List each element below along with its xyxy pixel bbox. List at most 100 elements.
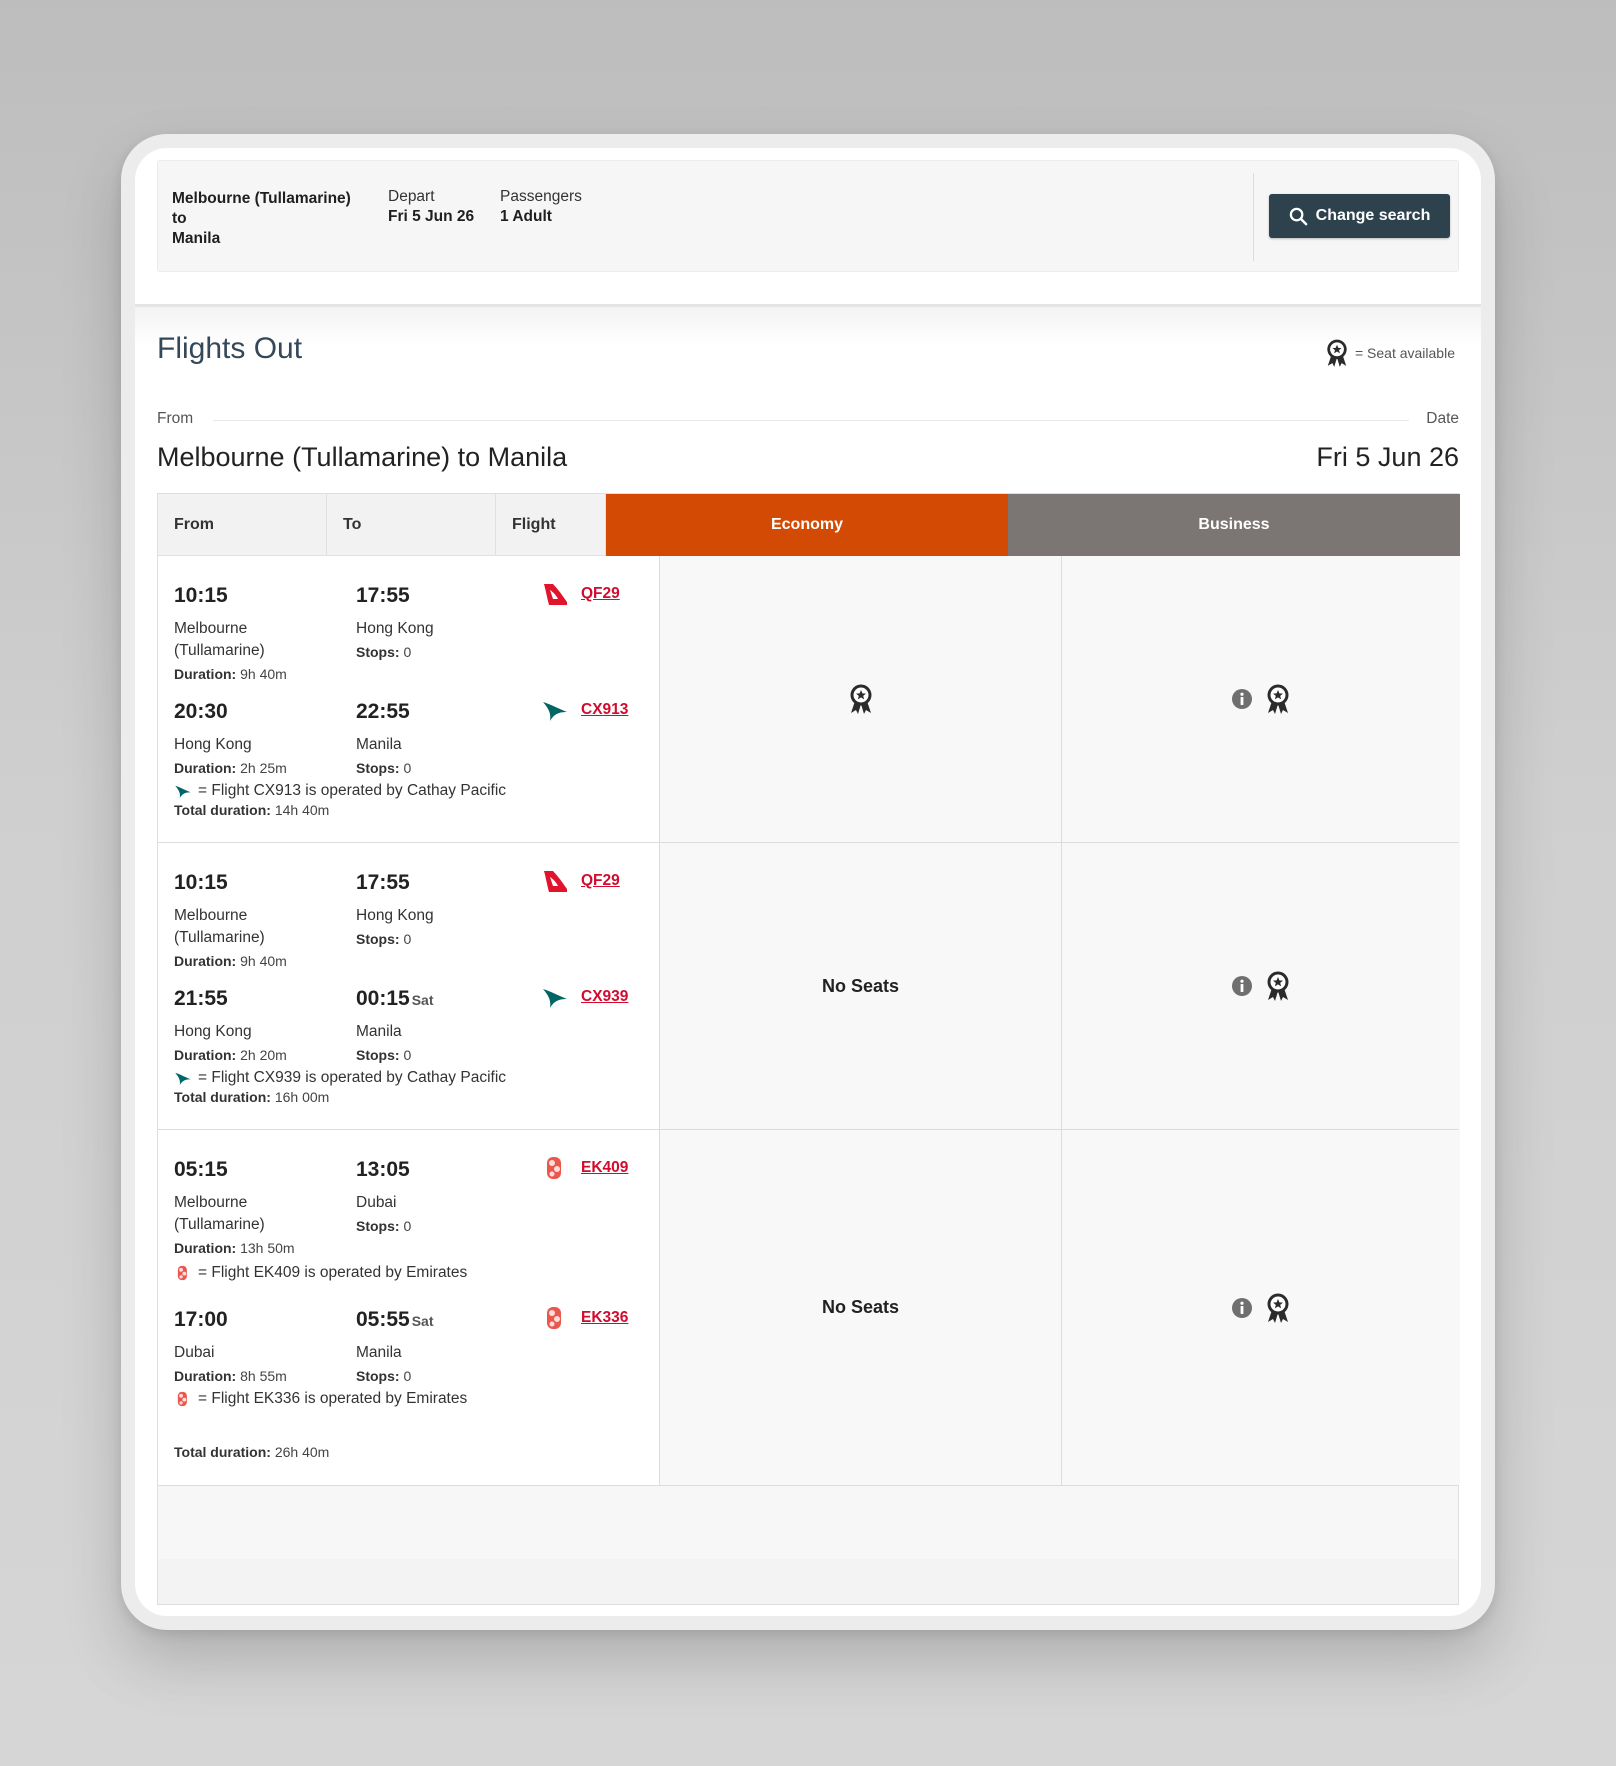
flight-number[interactable]: EK409 [581,1159,629,1176]
flight-link-ek336[interactable]: EK336 [541,1304,628,1332]
screen: Melbourne (Tullamarine) to Manila Depart… [135,148,1481,1616]
arrival-place: Manila [356,1344,402,1361]
segment-duration: Duration: 9h 40m [174,953,287,969]
operated-by-note: = Flight CX939 is operated by Cathay Pac… [174,1069,506,1087]
segment-stops: Stops: 0 [356,931,412,947]
segment-stops: Stops: 0 [356,1218,412,1234]
segment-stops: Stops: 0 [356,1047,412,1063]
arrival-time: 17:55 [356,584,410,607]
award-seat-icon[interactable] [848,683,874,715]
arrival-place: Dubai [356,1194,397,1211]
arrival-place: Hong Kong [356,907,434,924]
departure-place: Hong Kong [174,1023,252,1040]
flight-number[interactable]: CX913 [581,701,629,718]
flight-link-cx913[interactable]: CX913 [541,696,628,724]
change-search-label: Change search [1315,207,1431,224]
economy-cell: No Seats [660,843,1062,1129]
column-header-economy: Economy [606,494,1008,556]
award-seat-icon[interactable] [1265,1292,1291,1324]
flight-link-qf29[interactable]: QF29 [541,867,620,895]
business-cell[interactable] [1062,1130,1460,1485]
emirates-logo-icon [541,1304,569,1332]
cathay-logo-icon [541,983,569,1011]
cathay-logo-icon [174,1069,192,1087]
from-label: From [157,410,194,427]
table-row: 10:15 Melbourne (Tullamarine) Duration: … [158,556,1460,843]
info-icon[interactable] [1231,1297,1253,1319]
cathay-logo-icon [541,696,569,724]
award-seat-icon[interactable] [1265,970,1291,1002]
departure-time: 10:15 [174,871,228,894]
segment-duration: Duration: 9h 40m [174,666,287,682]
arrival-time: 05:55 Sat [356,1308,434,1331]
flight-number[interactable]: EK336 [581,1309,629,1326]
departure-place: Melbourne (Tullamarine) [174,907,265,946]
departure-time: 17:00 [174,1308,228,1331]
legend-text: = Seat available [1354,345,1455,361]
no-seats-label: No Seats [821,975,900,996]
itinerary-cell: 10:15 Melbourne (Tullamarine) Duration: … [158,556,660,842]
award-seat-icon [1325,338,1349,368]
info-icon[interactable] [1231,975,1253,997]
summary-divider [1253,173,1254,261]
segment-stops: Stops: 0 [356,644,412,660]
arrival-time: 17:55 [356,871,410,894]
table-header: From To Flight Economy Business [158,494,1460,556]
emirates-logo-icon [541,1154,569,1182]
tablet-frame: Melbourne (Tullamarine) to Manila Depart… [121,134,1495,1630]
depart-value: Fri 5 Jun 26 [388,208,475,225]
itinerary-cell: 10:15 Melbourne (Tullamarine) Duration: … [158,843,660,1129]
business-cell[interactable] [1062,556,1460,842]
no-seats-label: No Seats [821,1297,900,1317]
flight-number[interactable]: QF29 [581,872,620,889]
seat-legend: = Seat available [1325,338,1455,368]
segment-duration: Duration: 2h 20m [174,1047,287,1063]
arrival-place: Hong Kong [356,620,434,637]
qantas-logo-icon [541,867,569,895]
column-header-from: From [158,494,327,556]
cathay-logo-icon [174,782,192,800]
arrival-time: 00:15 Sat [356,987,434,1010]
flights-table: From To Flight Economy Business 10:15 Me… [157,493,1460,1605]
segment-duration: Duration: 2h 25m [174,760,287,776]
total-duration: Total duration: 26h 40m [174,1444,330,1460]
flight-link-cx939[interactable]: CX939 [541,983,628,1011]
arrival-time: 22:55 [356,700,410,723]
page-title: Flights Out [157,332,303,365]
info-icon[interactable] [1231,688,1253,710]
date-heading: Fri 5 Jun 26 [1316,442,1459,472]
table-row: 05:15 Melbourne (Tullamarine) Duration: … [158,1130,1460,1486]
summary-route: Melbourne (Tullamarine) to Manila [172,189,351,249]
emirates-logo-icon [174,1264,192,1282]
business-cell[interactable] [1062,843,1460,1129]
qantas-logo-icon [541,580,569,608]
departure-time: 05:15 [174,1158,228,1181]
depart-label: Depart [388,188,435,205]
search-summary: Melbourne (Tullamarine) to Manila Depart… [157,160,1459,272]
date-label: Date [1426,410,1459,427]
header-separator [135,304,1481,307]
departure-place: Dubai [174,1344,215,1361]
departure-time: 21:55 [174,987,228,1010]
flight-number[interactable]: CX939 [581,988,629,1005]
summary-passengers: Passengers 1 Adult [500,187,582,227]
arrival-day: Sat [411,992,434,1008]
departure-time: 10:15 [174,584,228,607]
summary-destination: Manila [172,230,221,247]
award-seat-icon[interactable] [1265,683,1291,715]
departure-place: Hong Kong [174,736,252,753]
column-header-to: To [327,494,496,556]
flight-link-ek409[interactable]: EK409 [541,1154,628,1182]
flight-link-qf29[interactable]: QF29 [541,580,620,608]
table-row: 10:15 Melbourne (Tullamarine) Duration: … [158,843,1460,1130]
change-search-button[interactable]: Change search [1269,194,1450,238]
segment-stops: Stops: 0 [356,760,412,776]
segment-duration: Duration: 13h 50m [174,1240,295,1256]
column-header-business: Business [1008,494,1460,556]
economy-cell[interactable] [660,556,1062,842]
flight-number[interactable]: QF29 [581,585,620,602]
segment-duration: Duration: 8h 55m [174,1368,287,1384]
operated-by-note: = Flight EK336 is operated by Emirates [174,1390,467,1408]
emirates-logo-icon [174,1390,192,1408]
arrival-place: Manila [356,736,402,753]
